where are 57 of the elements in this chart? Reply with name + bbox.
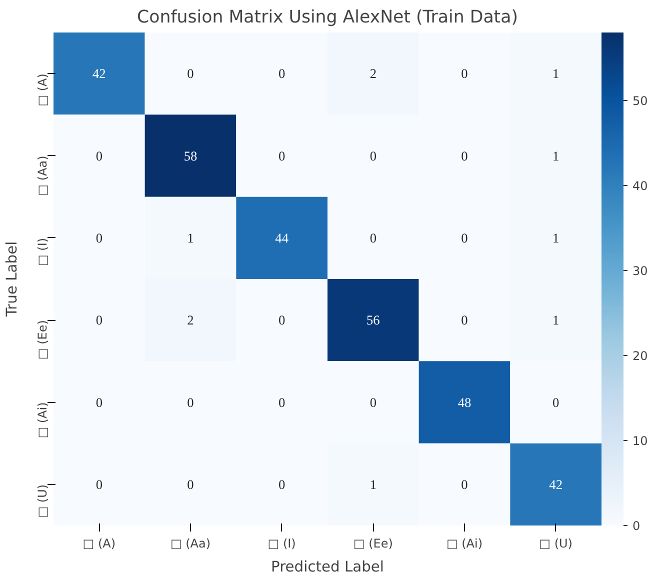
data-label: 0 — [552, 394, 560, 410]
data-label: 0 — [461, 66, 468, 82]
color-bar-label: 30 — [632, 264, 648, 278]
data-label: 0 — [96, 230, 103, 246]
data-label: 1 — [187, 230, 194, 246]
y-tick-label: □ (Ai) — [36, 402, 50, 438]
y-tick-label: □ (A) — [36, 74, 50, 106]
x-tick-label: □ (U) — [539, 536, 572, 550]
data-label: 0 — [187, 394, 194, 410]
x-tick-label: □ (Ee) — [353, 536, 393, 550]
data-label: 0 — [461, 312, 468, 328]
data-label: 0 — [370, 148, 377, 164]
data-label: 1 — [552, 66, 560, 82]
data-label: 0 — [96, 476, 103, 492]
data-label: 0 — [461, 476, 468, 492]
data-label: 0 — [370, 230, 377, 246]
data-label: 2 — [187, 312, 194, 328]
y-tick-label: □ (Aa) — [36, 156, 50, 196]
data-label: 0 — [187, 66, 194, 82]
color-bar-label: 10 — [632, 434, 648, 448]
data-label: 42 — [549, 476, 562, 492]
color-bar-label: 50 — [632, 94, 648, 108]
data-label: 0 — [278, 476, 286, 492]
data-label: 0 — [96, 394, 103, 410]
data-label: 0 — [96, 312, 103, 328]
data-label: 0 — [461, 148, 468, 164]
x-tick-label: □ (I) — [268, 536, 296, 550]
data-label: 42 — [92, 66, 106, 82]
data-label: 2 — [370, 66, 377, 82]
data-label: 48 — [458, 394, 472, 410]
data-label: 58 — [184, 148, 198, 164]
y-tick-label: □ (I) — [36, 238, 50, 266]
data-label: 1 — [552, 148, 560, 164]
data-label: 0 — [278, 66, 286, 82]
color-bar-label: 40 — [632, 179, 648, 193]
color-bar-label: 0 — [632, 519, 640, 533]
data-label: 56 — [366, 312, 380, 328]
x-tick-label: □ (Ai) — [446, 536, 483, 550]
data-label: 1 — [552, 312, 560, 328]
y-tick-label: □ (Ee) — [36, 320, 50, 360]
data-label: 0 — [278, 394, 286, 410]
data-label: 0 — [461, 230, 468, 246]
data-label: 1 — [370, 476, 377, 492]
data-label: 0 — [278, 148, 286, 164]
y-axis-title: True Label — [4, 241, 20, 318]
x-tick-label: □ (A) — [82, 536, 116, 550]
data-label: 1 — [552, 230, 560, 246]
color-bar-label: 20 — [632, 349, 648, 363]
x-axis-title: Predicted Label — [271, 558, 384, 576]
data-label: 0 — [278, 312, 286, 328]
data-label: 44 — [275, 230, 289, 246]
data-label: 0 — [187, 476, 194, 492]
chart-title: Confusion Matrix Using AlexNet (Train Data) — [137, 8, 518, 28]
y-tick-label: □ (U) — [36, 484, 50, 518]
data-label: 0 — [370, 394, 377, 410]
x-tick-label: □ (Aa) — [170, 536, 211, 550]
data-label: 0 — [96, 148, 103, 164]
